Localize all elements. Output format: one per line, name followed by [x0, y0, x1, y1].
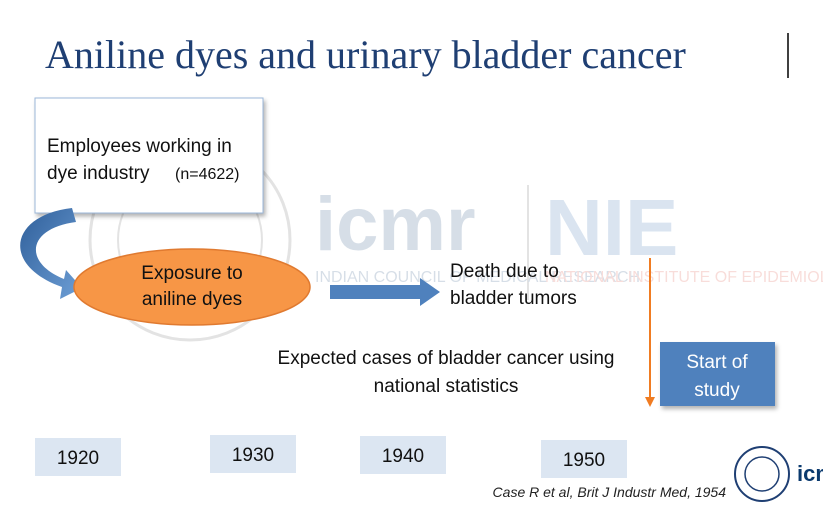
timeline: 1920 1930 1940 1950 — [35, 435, 627, 478]
box-text: dye industry — [47, 163, 150, 184]
study-arrow-head — [645, 397, 655, 407]
employees-box — [34, 97, 264, 214]
start-text: study — [694, 380, 740, 401]
watermark-logo: icmr — [315, 182, 476, 267]
arrow — [330, 278, 440, 306]
watermark-logo: NIE — [545, 183, 678, 272]
expected-text: national statistics — [374, 376, 519, 397]
year-label: 1930 — [232, 445, 274, 466]
box-count: (n=4622) — [175, 166, 240, 183]
year-label: 1920 — [57, 448, 99, 469]
corner-logo: icmr — [797, 461, 823, 486]
corner-seal — [734, 446, 790, 502]
citation: Case R et al, Brit J Industr Med, 1954 — [493, 484, 727, 500]
watermark-text: NATIONAL INSTITUTE OF EPIDEMIOLOGY — [545, 269, 823, 286]
year-label: 1940 — [382, 446, 424, 467]
box-text: Employees working in — [47, 136, 232, 157]
start-text: Start of — [686, 352, 748, 373]
watermark: icmr NIE INDIAN COUNCIL OF MEDICAL RESEA… — [88, 138, 823, 342]
curved-arrow — [20, 208, 82, 299]
start-box — [660, 342, 775, 406]
outcome-text: bladder tumors — [450, 288, 577, 309]
exposure-ellipse — [73, 248, 311, 326]
year-box — [35, 438, 121, 476]
slide-title: Aniline dyes and urinary bladder cancer — [45, 32, 686, 77]
corner-seal-inner — [744, 456, 780, 492]
year-box — [360, 436, 446, 474]
year-box — [210, 435, 296, 473]
year-label: 1950 — [563, 450, 605, 471]
outcome-text: Death due to — [450, 261, 559, 282]
exposure-text: Exposure to — [141, 263, 242, 284]
expected-text: Expected cases of bladder cancer using — [278, 348, 615, 369]
exposure-text: aniline dyes — [142, 289, 242, 310]
watermark-text: INDIAN COUNCIL OF MEDICAL RESEARCH — [315, 269, 640, 286]
year-box — [541, 440, 627, 478]
